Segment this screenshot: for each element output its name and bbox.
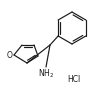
Text: HCl: HCl [67, 76, 81, 84]
Text: NH$_2$: NH$_2$ [38, 68, 54, 80]
Text: O: O [7, 51, 13, 60]
